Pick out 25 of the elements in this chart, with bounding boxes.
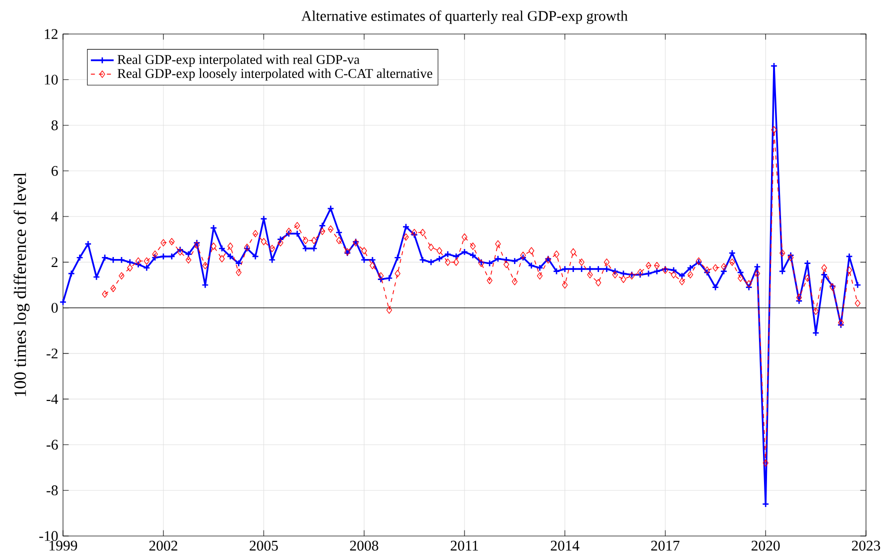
y-tick-label: 8	[52, 120, 58, 130]
y-tick-label: 0	[52, 302, 58, 313]
y-tick-label: -8	[46, 485, 58, 496]
y-tick-label: -6	[46, 440, 58, 450]
x-tick-label: 2011	[450, 540, 478, 551]
y-tick-label: 12	[44, 29, 58, 39]
x-tick-label: 2002	[149, 540, 178, 551]
chart-title: Alternative estimates of quarterly real GDP-exp growth	[301, 10, 628, 24]
x-tick-label: 2014	[550, 540, 580, 551]
legend-label: Real GDP-exp interpolated with real GDP-va	[118, 54, 360, 67]
x-tick-label: 1999	[50, 540, 78, 551]
x-tick-label: 2020	[752, 540, 780, 551]
x-tick-label: 2005	[250, 540, 278, 551]
legend-label: Real GDP-exp loosely interpolated with C-CAT alternative	[118, 68, 432, 81]
y-tick-label: -2	[46, 348, 58, 358]
x-tick-label: 2008	[350, 540, 378, 551]
y-tick-label: -4	[46, 394, 58, 404]
x-tick-label: 2017	[651, 540, 680, 551]
y-tick-label: 2	[52, 257, 58, 268]
y-tick-label: 10	[44, 74, 58, 85]
y-tick-label: 4	[51, 212, 58, 222]
y-axis-title: 100 times log difference of level	[14, 172, 30, 396]
y-tick-label: 6	[52, 166, 58, 176]
x-tick-label: 2023	[852, 540, 880, 551]
y-tick-label: -10	[39, 531, 58, 541]
